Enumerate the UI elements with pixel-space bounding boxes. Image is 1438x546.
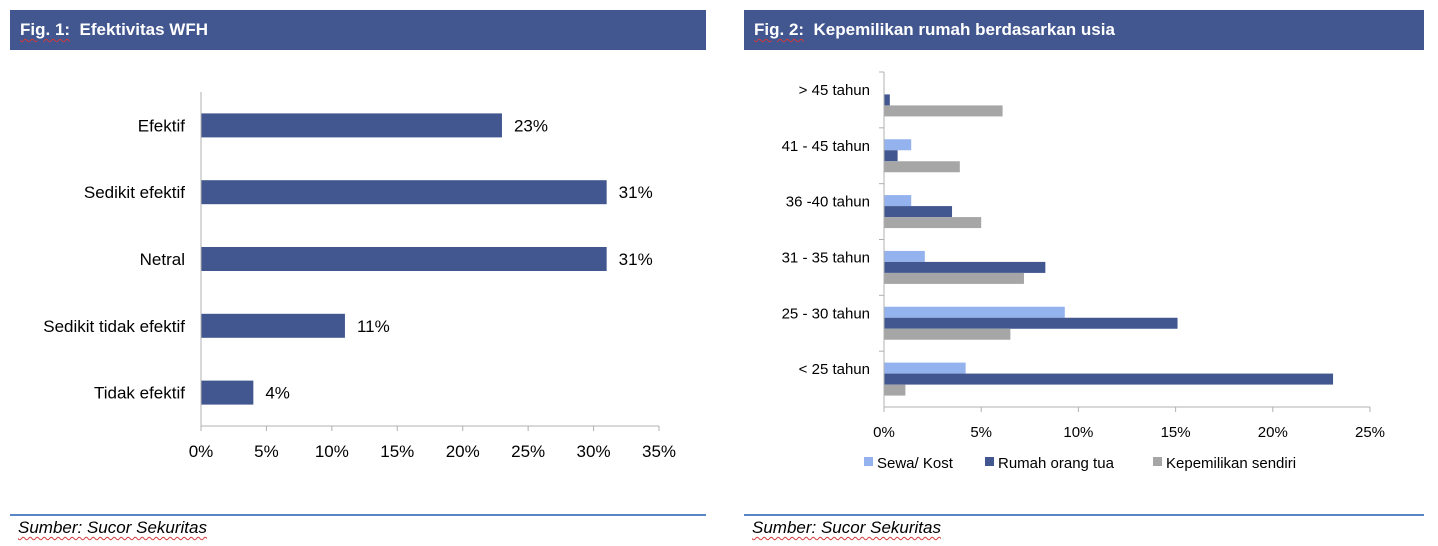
bar-s1-c5: [884, 373, 1334, 385]
bar-s1-c2: [884, 206, 953, 218]
category-label-3: 31 - 35 tahun: [782, 249, 870, 266]
category-label-4: 25 - 30 tahun: [782, 305, 870, 322]
figure-2-title: Kepemilikan rumah berdasarkan usia: [813, 20, 1115, 39]
figure-1-title: Efektivitas WFH: [79, 20, 208, 39]
figure-1-source: Sumber: Sucor Sekuritas: [18, 518, 207, 538]
category-label-1: Sedikit efektif: [84, 183, 185, 202]
figure-2-source-label: Sumber: Sucor Sekuritas: [752, 518, 941, 537]
bar-s0-c1: [884, 139, 912, 151]
category-label-5: < 25 tahun: [799, 361, 870, 378]
legend-label-1: Rumah orang tua: [998, 455, 1115, 472]
figure-2-source: Sumber: Sucor Sekuritas: [752, 518, 941, 538]
bar-0: [201, 113, 502, 138]
category-label-2: Netral: [140, 250, 185, 269]
figure-1-panel: Fig. 1: Efektivitas WFH Efektif 23% Sediki…: [10, 0, 706, 546]
x-tick-label-1: 5%: [254, 442, 279, 461]
legend-label-0: Sewa/ Kost: [877, 455, 954, 472]
x-tick-label-5: 25%: [511, 442, 545, 461]
category-label-3: Sedikit tidak efektif: [43, 317, 185, 336]
x-tick-label-0: 0%: [873, 424, 895, 441]
figure-1-source-label: Sumber: Sucor Sekuritas: [18, 518, 207, 537]
data-label-4: 4%: [265, 384, 290, 403]
bar-s2-c5: [884, 384, 906, 396]
bar-s1-c3: [884, 261, 1046, 273]
category-label-4: Tidak efektif: [94, 384, 185, 403]
figure-2-header: Fig. 2: Kepemilikan rumah berdasarkan us…: [744, 10, 1424, 50]
bar-s2-c1: [884, 161, 960, 173]
bar-s1-c4: [884, 317, 1178, 329]
category-label-0: Efektif: [138, 116, 186, 135]
bar-s1-c1: [884, 150, 898, 162]
home-ownership-by-age-chart: > 45 tahun 41 - 45 tahun 36 -40 tahun 31 - …: [782, 71, 1385, 472]
data-label-3: 11%: [357, 317, 390, 336]
category-label-0: > 45 tahun: [799, 82, 870, 99]
x-tick-label-5: 25%: [1355, 424, 1385, 441]
x-tick-label-4: 20%: [1258, 424, 1288, 441]
bar-s2-c2: [884, 217, 982, 229]
bar-s0-c5: [884, 362, 966, 374]
bar-s2-c3: [884, 272, 1024, 284]
figure-2-source-rule: [744, 514, 1424, 516]
bar-s2-c4: [884, 328, 1011, 340]
wfh-effectiveness-chart: Efektif 23% Sedikit efektif 31% Netral 31% Sed…: [43, 92, 676, 461]
legend-swatch-1: [985, 457, 994, 466]
figure-1-source-rule: [10, 514, 706, 516]
legend-swatch-2: [1153, 457, 1162, 466]
x-tick-label-6: 30%: [577, 442, 611, 461]
bar-s2-c0: [884, 105, 1003, 117]
data-label-1: 31%: [619, 183, 653, 202]
x-tick-label-0: 0%: [189, 442, 214, 461]
legend-swatch-0: [864, 457, 873, 466]
data-label-2: 31%: [619, 250, 653, 269]
figure-2-panel: Fig. 2: Kepemilikan rumah berdasarkan us…: [744, 0, 1424, 546]
x-tick-label-1: 5%: [970, 424, 992, 441]
bar-s0-c4: [884, 306, 1065, 318]
bar-4: [201, 380, 254, 405]
x-tick-label-2: 10%: [1063, 424, 1093, 441]
category-label-1: 41 - 45 tahun: [782, 138, 870, 155]
bar-s0-c3: [884, 250, 925, 262]
legend-label-2: Kepemilikan sendiri: [1166, 455, 1296, 472]
figure-1-header: Fig. 1: Efektivitas WFH: [10, 10, 706, 50]
bar-2: [201, 247, 607, 271]
bar-1: [201, 180, 607, 205]
category-label-2: 36 -40 tahun: [786, 194, 870, 211]
x-tick-label-4: 20%: [446, 442, 480, 461]
x-tick-label-3: 15%: [1161, 424, 1191, 441]
figure-2-label: Fig. 2:: [754, 20, 805, 39]
bar-s1-c0: [884, 94, 890, 106]
x-tick-label-7: 35%: [642, 442, 676, 461]
bar-3: [201, 313, 345, 338]
bar-s0-c2: [884, 195, 912, 207]
figure-1-label: Fig. 1:: [20, 20, 71, 39]
x-tick-label-2: 10%: [315, 442, 349, 461]
data-label-0: 23%: [514, 116, 548, 135]
x-tick-label-3: 15%: [380, 442, 414, 461]
